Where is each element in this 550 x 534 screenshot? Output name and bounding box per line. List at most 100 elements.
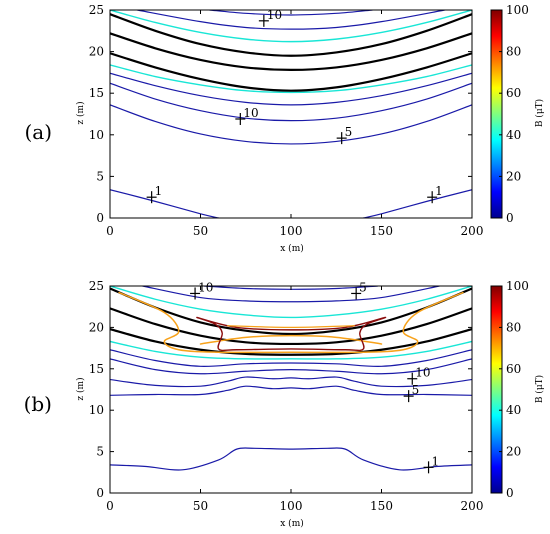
contour-line [110,32,472,71]
contour-label-text: 10 [243,106,258,120]
contour-label: 1 [427,184,443,204]
contour-label: 5 [351,280,367,300]
contour-label-text: 1 [432,454,440,468]
y-tick-label: 5 [96,169,104,183]
colorbar-tick-label: 0 [506,211,514,225]
contour-line [110,349,472,367]
contour-line [110,287,472,336]
panel-label-a: (a) [24,120,52,144]
contour-line [110,52,472,92]
x-tick-label: 50 [193,224,208,238]
colorbar-tick-label: 40 [506,128,521,142]
colorbar-gradient [490,9,503,219]
contour-line [362,189,472,218]
x-tick-label: 0 [106,499,114,513]
y-tick-label: 0 [96,211,104,225]
contour-label-text: 10 [198,280,213,294]
colorbar-tick-label: 40 [506,403,521,417]
y-tick-label: 10 [89,128,104,142]
x-axis-label-a: x (m) [280,243,304,254]
contour-line [141,286,441,303]
contour-label-text: 5 [412,383,420,397]
contour-label: 5 [403,383,420,403]
contour-label: 10 [258,8,282,27]
colorbar-tick-label: 60 [506,362,521,376]
y-tick-label: 25 [89,3,104,17]
contour-line [110,13,472,57]
y-tick-label: 10 [89,403,104,417]
contour-line [110,307,472,346]
contour-label-text: 5 [345,125,353,139]
contour-line [110,286,472,319]
colorbar-tick-label: 100 [506,3,529,17]
contour-label-text: 1 [435,184,443,198]
colorbar-label-a: B (μT) [534,99,545,127]
panel-label-b: (b) [24,392,52,416]
contour-line [196,316,387,352]
colorbar-gradient [490,285,503,494]
x-tick-label: 150 [370,224,393,238]
contour-label-text: 1 [155,184,163,198]
colorbar-a: 0 20 40 60 80 100 [490,3,529,225]
contour-line [110,82,472,122]
y-axis-label-a: z (m) [75,101,86,124]
contour-label: 10 [190,280,213,300]
contour-line [118,291,464,354]
contour-line [208,10,374,16]
contour-line [110,72,472,106]
contour-label: 10 [407,366,431,385]
contour-line [110,64,472,94]
y-tick-label: 15 [89,362,104,376]
colorbar-tick-label: 80 [506,320,521,334]
y-axis-label-b: z (m) [75,377,86,400]
contour-line [110,376,472,388]
contour-line [110,385,472,396]
contour-line [110,189,220,218]
y-tick-label: 25 [89,279,104,293]
x-axis-label-b: x (m) [280,518,304,529]
plot-background [110,286,472,493]
colorbar-tick-label: 80 [506,45,521,59]
contour-label-text: 5 [359,280,367,294]
contour-line [110,447,472,471]
contour-line [110,327,472,356]
contour-line [136,10,446,30]
contour-label-text: 10 [415,366,430,380]
x-tick-label: 50 [193,499,208,513]
y-tick-label: 15 [89,86,104,100]
x-tick-label: 100 [280,224,303,238]
x-tick-label: 150 [370,499,393,513]
contour-line [110,104,472,145]
contour-line [110,340,472,360]
contour-line [110,10,472,43]
contour-label: 1 [423,454,440,474]
contour-line [199,334,383,345]
colorbar-tick-label: 0 [506,486,514,500]
y-tick-label: 0 [96,486,104,500]
contour-label: 1 [146,184,163,204]
x-tick-label: 100 [280,499,303,513]
contour-label-text: 10 [267,8,282,22]
colorbar-tick-label: 20 [506,445,521,459]
contour-label: 10 [235,106,259,125]
y-tick-label: 20 [89,320,104,334]
y-tick-label: 20 [89,45,104,59]
colorbar-label-b: B (μT) [534,375,545,403]
plot-background [110,10,472,218]
contour-line [110,358,472,375]
colorbar-tick-label: 60 [506,86,521,100]
x-tick-label: 0 [106,224,114,238]
colorbar-tick-label: 100 [506,279,529,293]
colorbar-b: 0 20 40 60 80 100 [490,279,529,500]
x-tick-label: 200 [461,499,484,513]
y-tick-label: 5 [96,445,104,459]
contour-line [227,325,355,328]
contour-label: 5 [336,125,353,145]
colorbar-tick-label: 20 [506,169,521,183]
x-tick-label: 200 [461,224,484,238]
